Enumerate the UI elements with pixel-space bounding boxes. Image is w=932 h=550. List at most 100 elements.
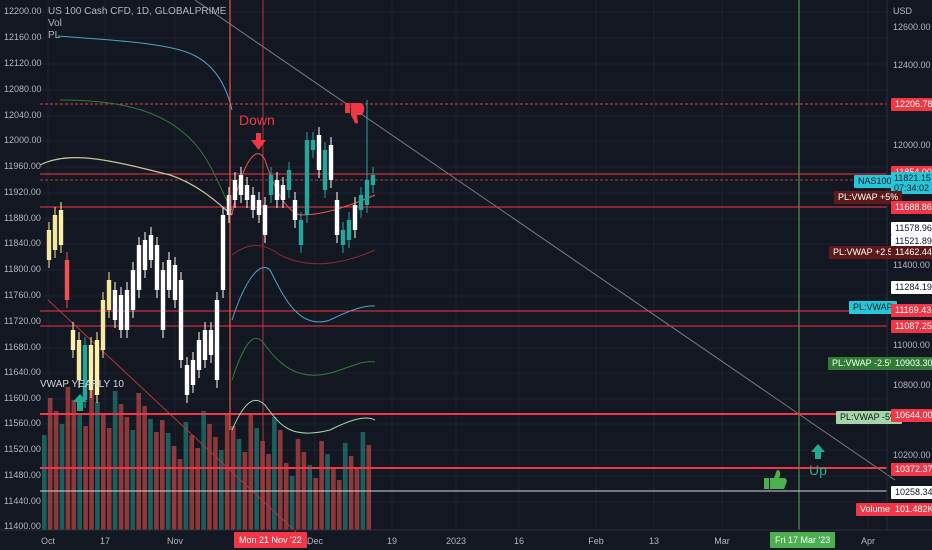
time-axis-tick-label: 19: [386, 536, 398, 546]
candle-body: [118, 295, 124, 330]
volume-bar: [106, 428, 112, 530]
volume-bar: [354, 469, 360, 530]
candle-body: [274, 180, 280, 200]
symbol-title[interactable]: US 100 Cash CFD, 1D, GLOBALPRIME: [48, 6, 227, 17]
candle-body: [358, 195, 364, 210]
candle-body: [334, 200, 340, 235]
volume-bar: [183, 422, 189, 530]
candle-body: [148, 235, 154, 260]
candle-body: [160, 270, 166, 330]
vwap-minus-25-value: 10903.30: [891, 357, 932, 370]
time-axis-tick-label: 17: [99, 536, 111, 546]
candle-body: [88, 345, 94, 390]
left-axis-tick-label: 11640.00: [4, 367, 41, 377]
chart-grid: [40, 0, 887, 530]
down-label[interactable]: Down: [239, 112, 275, 128]
volume-indicator-label[interactable]: Vol: [48, 18, 62, 29]
candle-body: [346, 220, 352, 240]
volume-bar: [331, 467, 336, 530]
right-axis-tick-label: 11400.00: [893, 260, 930, 270]
vwap-minus-25-label: PL:VWAP -2.5%: [828, 357, 902, 370]
candle-body: [286, 170, 292, 190]
candle-body: [322, 150, 328, 190]
chart-legend: US 100 Cash CFD, 1D, GLOBALPRIME Vol PL: [48, 6, 226, 42]
vwap-red-lower-curve: [231, 245, 376, 265]
candle-body: [328, 145, 334, 180]
candlesticks: [46, 0, 376, 430]
vwap-plus-25-value: 11462.44: [891, 246, 932, 259]
volume-bar: [136, 393, 141, 530]
volume-bar: [154, 432, 159, 530]
volume-bar: [319, 441, 324, 530]
candle-body: [250, 195, 256, 210]
volume-bar: [148, 419, 153, 530]
volume-bar: [101, 415, 106, 530]
candle-body: [256, 200, 262, 215]
volume-bar: [195, 448, 200, 530]
candle-body: [298, 220, 304, 245]
trendline-descending[interactable]: [194, 0, 896, 481]
candle-body: [220, 215, 226, 290]
volume-bar: [53, 411, 59, 530]
left-axis-tick-label: 11600.00: [4, 393, 41, 403]
volume-bar: [230, 426, 236, 530]
vwap-value: 11169.43: [891, 304, 932, 317]
left-axis-tick-label: 11960.00: [4, 161, 41, 171]
candle-body: [196, 340, 202, 370]
up-label[interactable]: Up: [809, 462, 827, 478]
volume-bars: [42, 387, 372, 530]
volume-bar: [77, 413, 82, 530]
nas100-price: 11821.15: [894, 173, 931, 183]
time-axis-tick-label: Apr: [860, 536, 876, 546]
price-tag-11521: 11521.89: [891, 235, 932, 248]
left-axis-tick-label: 12120.00: [4, 58, 42, 68]
volume-bar: [71, 400, 77, 530]
time-cursor-left: Mon 21 Nov '22: [234, 532, 307, 548]
volume-bar: [42, 435, 47, 530]
right-axis-tick-label: 10800.00: [893, 380, 931, 390]
volume-bar: [160, 420, 165, 530]
vwap-plus-25-label: PL:VWAP +2.5%: [829, 246, 905, 259]
candle-body: [310, 140, 316, 150]
price-tag-11284: 11284.19: [891, 281, 932, 294]
time-axis-tick-label: Feb: [588, 536, 604, 546]
volume-bar: [313, 478, 318, 530]
time-axis-tick-label: 2023: [445, 536, 467, 546]
volume-bar: [266, 454, 271, 530]
trendline-red-descending[interactable]: [47, 299, 311, 546]
candle-body: [214, 300, 220, 380]
price-tag-10372: 10372.37: [891, 463, 932, 476]
vwap-yellow-curve: [39, 156, 233, 216]
vwap-plus-5-value: 11688.86: [891, 201, 932, 214]
right-axis-tick-label: 11000.00: [893, 340, 930, 350]
vwap-plus-25-curve: [59, 99, 233, 211]
candle-body: [190, 360, 196, 385]
price-tag-12206: 12206.78: [891, 98, 932, 111]
price-tag-10258: 10258.34: [891, 486, 932, 499]
candle-body: [46, 230, 52, 260]
vwap-light-green-curve: [231, 399, 376, 434]
candle-body: [244, 185, 250, 200]
pl-indicator-label[interactable]: PL: [48, 30, 61, 41]
nas100-price-tag: 11821.15 07:34:02: [891, 172, 932, 194]
candle-body: [136, 245, 142, 290]
volume-bar: [254, 428, 259, 530]
thumbs-down-icon: [345, 103, 365, 124]
candle-body: [178, 280, 184, 360]
candle-body: [316, 135, 322, 170]
time-axis-tick-label: 13: [648, 536, 660, 546]
down-arrow-icon: [251, 133, 266, 150]
volume-bar: [248, 415, 254, 530]
left-axis-tick-label: 11880.00: [4, 213, 41, 223]
volume-bar: [325, 454, 330, 530]
candle-body: [262, 205, 268, 235]
vwap-green-lower-curve: [231, 338, 376, 381]
left-axis-tick-label: 11760.00: [4, 290, 41, 300]
volume-bar: [278, 430, 283, 530]
volume-bar: [283, 463, 289, 530]
vwap-minus-5-label: PL:VWAP -5%: [836, 411, 903, 424]
candle-body: [292, 200, 298, 220]
candle-body: [172, 265, 178, 300]
nas100-countdown: 07:34:02: [894, 183, 930, 193]
